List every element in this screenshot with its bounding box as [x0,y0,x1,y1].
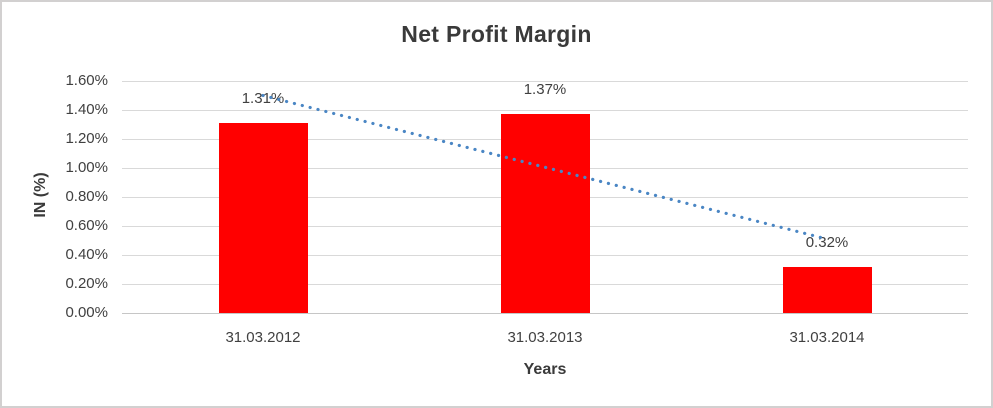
x-tick-label: 31.03.2014 [789,329,865,346]
bar [218,123,308,313]
x-axis-tick-labels: 31.03.2012 31.03.2013 31.03.2014 [122,329,968,347]
chart-title: Net Profit Margin [401,21,592,47]
x-tick-label: 31.03.2012 [225,329,301,346]
bar-value-label: 1.37% [523,81,567,99]
y-tick-label: 0.20% [65,275,108,292]
gridline [122,110,968,111]
x-tick-label: 31.03.2013 [507,329,583,346]
y-tick-label: 1.20% [65,130,108,147]
y-axis-tick-labels: 0.00% 0.20% 0.40% 0.60% 0.80% 1.00% 1.20% 1.40%… [0,0,108,408]
bar-value-label: 1.31% [241,90,285,108]
y-tick-label: 0.60% [65,217,108,234]
y-tick-label: 0.40% [65,246,108,263]
x-axis-title: Years [523,361,567,378]
y-tick-label: 1.60% [65,72,108,89]
bar [782,266,872,313]
x-axis-line [122,313,968,314]
y-tick-label: 0.00% [65,304,108,321]
bar [500,114,590,313]
bar-value-label: 0.32% [805,233,849,251]
y-tick-label: 0.80% [65,188,108,205]
y-tick-label: 1.00% [65,159,108,176]
plot-area: 1.31% 1.37% 0.32% [122,81,968,314]
gridline [122,81,968,82]
y-tick-label: 1.40% [65,101,108,118]
